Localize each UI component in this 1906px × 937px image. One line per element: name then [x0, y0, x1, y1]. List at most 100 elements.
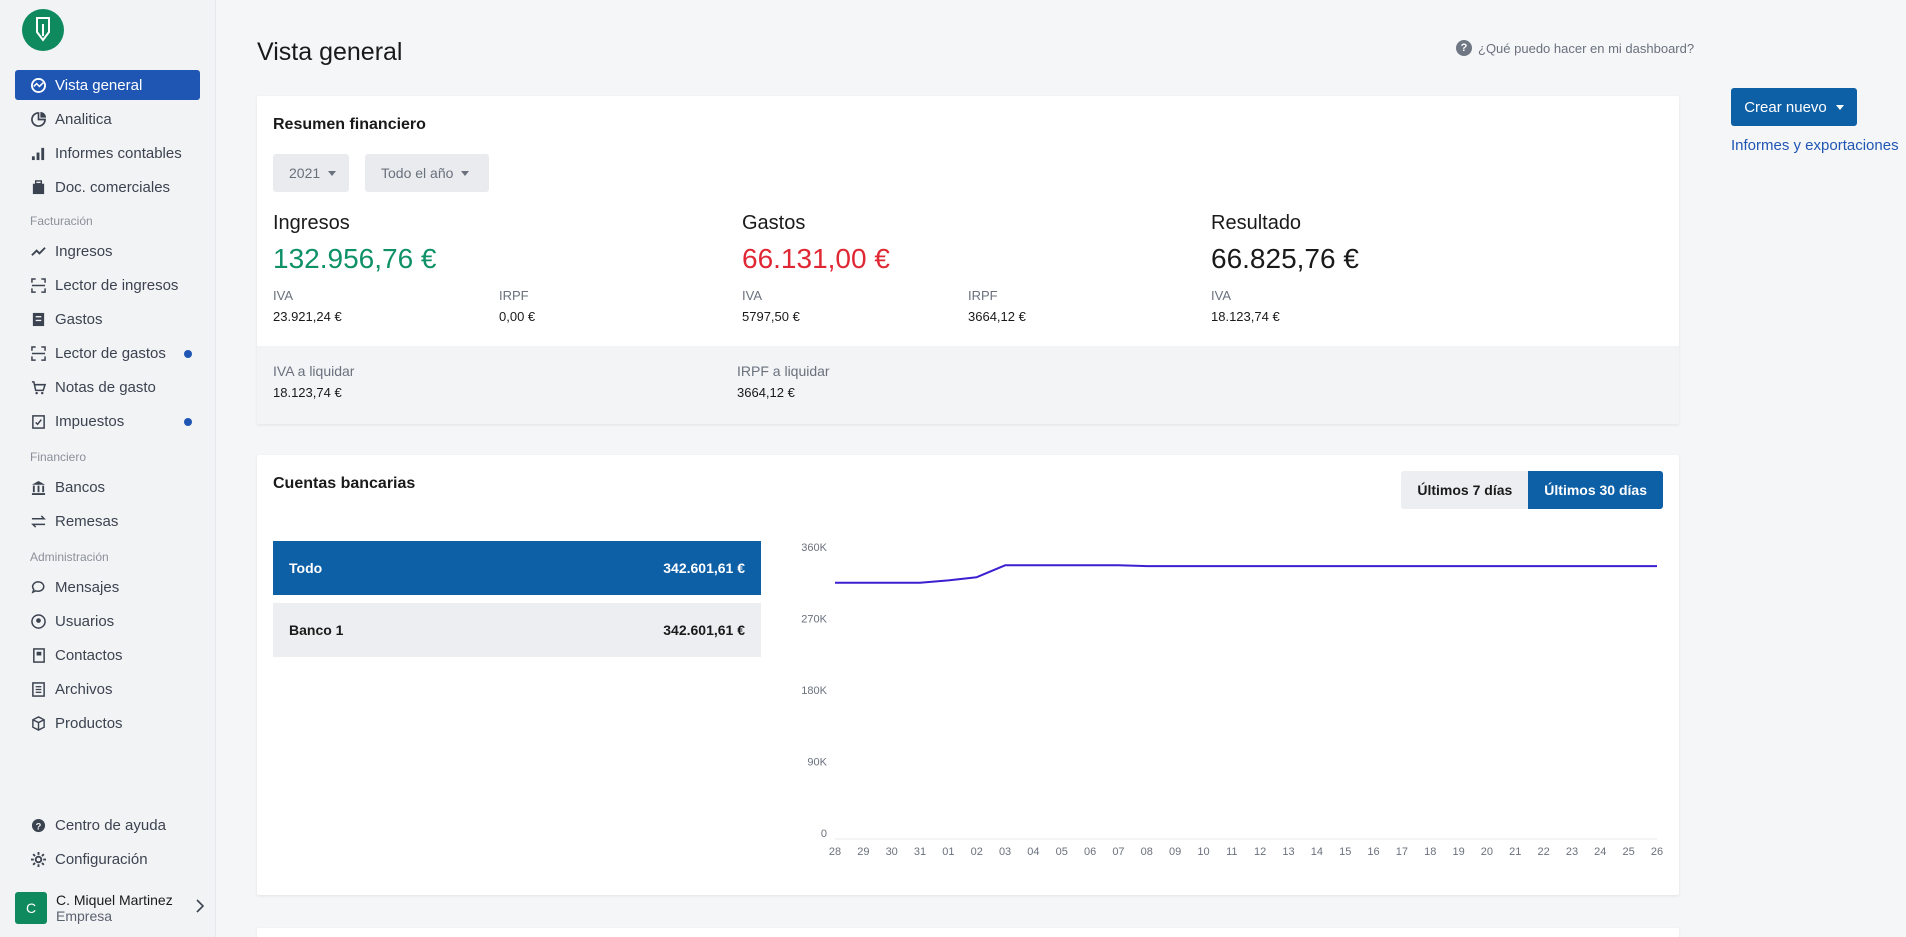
x-tick-label: 08	[1141, 846, 1153, 858]
sidebar-item-remesas[interactable]: Remesas	[15, 506, 200, 536]
sidebar-item-label: Analitica	[55, 110, 112, 128]
resultado-block: Resultado 66.825,76 €	[1211, 212, 1359, 275]
resultado-iva: IVA 18.123,74 €	[1211, 288, 1280, 324]
sidebar-item-vista-general[interactable]: Vista general	[15, 70, 200, 100]
tab-last-30-days[interactable]: Últimos 30 días	[1528, 471, 1663, 509]
x-tick-label: 17	[1396, 846, 1408, 858]
iva-liquidar: IVA a liquidar 18.123,74 €	[273, 363, 354, 400]
x-tick-label: 21	[1509, 846, 1521, 858]
x-tick-label: 29	[857, 846, 869, 858]
help-icon: ?	[30, 817, 46, 833]
sidebar-item-analitica[interactable]: Analitica	[15, 104, 200, 134]
y-tick-label: 360K	[801, 542, 827, 554]
briefcase-icon	[30, 179, 46, 195]
period-select[interactable]: Todo el año	[365, 154, 489, 192]
x-tick-label: 19	[1452, 846, 1464, 858]
account-amount: 342.601,61 €	[663, 560, 745, 576]
sidebar-item-centro-ayuda[interactable]: ? Centro de ayuda	[15, 810, 200, 840]
bar-chart-icon	[30, 145, 46, 161]
card-title: Resumen financiero	[273, 116, 426, 133]
irpf-value: 0,00 €	[499, 309, 536, 324]
tab-last-7-days[interactable]: Últimos 7 días	[1401, 471, 1529, 509]
notification-dot	[184, 350, 192, 358]
svg-text:?: ?	[35, 821, 41, 831]
caret-down-icon	[461, 170, 470, 176]
sidebar-item-ingresos[interactable]: Ingresos	[15, 236, 200, 266]
user-profile[interactable]: C C. Miquel Martinez Empresa	[15, 888, 205, 928]
question-icon: ?	[1456, 40, 1472, 56]
x-tick-label: 25	[1623, 846, 1635, 858]
notification-dot	[184, 418, 192, 426]
liquidation-band: IVA a liquidar 18.123,74 € IRPF a liquid…	[257, 346, 1679, 424]
sidebar-item-impuestos[interactable]: Impuestos	[15, 406, 200, 436]
irpf-liquidar: IRPF a liquidar 3664,12 €	[737, 363, 830, 400]
x-tick-label: 06	[1084, 846, 1096, 858]
gastos-value: 66.131,00 €	[742, 243, 890, 274]
sidebar-item-gastos[interactable]: Gastos	[15, 304, 200, 334]
sidebar-item-configuracion[interactable]: Configuración	[15, 844, 200, 874]
ingresos-block: Ingresos 132.956,76 €	[273, 212, 437, 275]
y-tick-label: 270K	[801, 614, 827, 626]
account-row[interactable]: Banco 1 342.601,61 €	[273, 603, 761, 657]
x-tick-label: 18	[1424, 846, 1436, 858]
bank-accounts-card: Cuentas bancarias Últimos 7 días Últimos…	[257, 455, 1679, 895]
x-tick-label: 05	[1056, 846, 1068, 858]
section-facturacion: Facturación	[30, 214, 93, 228]
create-new-button[interactable]: Crear nuevo	[1731, 88, 1857, 126]
dashboard-icon	[30, 77, 46, 93]
iva-value: 23.921,24 €	[273, 309, 342, 324]
user-name: C. Miquel Martinez	[56, 892, 173, 908]
sidebar-item-mensajes[interactable]: Mensajes	[15, 572, 200, 602]
sidebar-item-productos[interactable]: Productos	[15, 708, 200, 738]
sidebar-item-label: Vista general	[55, 76, 143, 94]
year-select[interactable]: 2021	[273, 154, 349, 192]
sidebar-item-lector-ingresos[interactable]: Lector de ingresos	[15, 270, 200, 300]
x-tick-label: 26	[1651, 846, 1663, 858]
iva-liquidar-label: IVA a liquidar	[273, 363, 355, 379]
sidebar-item-label: Configuración	[55, 850, 148, 868]
x-tick-label: 28	[829, 846, 841, 858]
sidebar-item-label: Mensajes	[55, 578, 120, 596]
cart-icon	[30, 379, 46, 395]
scan-icon	[30, 345, 46, 361]
irpf-label: IRPF	[968, 288, 998, 303]
sidebar-item-label: Remesas	[55, 512, 119, 530]
sidebar-item-usuarios[interactable]: Usuarios	[15, 606, 200, 636]
iva-value: 5797,50 €	[742, 309, 800, 324]
chevron-right-icon	[195, 898, 205, 919]
sidebar-item-contactos[interactable]: Contactos	[15, 640, 200, 670]
section-financiero: Financiero	[30, 450, 87, 464]
sidebar-item-lector-gastos[interactable]: Lector de gastos	[15, 338, 200, 368]
sidebar-item-bancos[interactable]: Bancos	[15, 472, 200, 502]
next-card	[257, 928, 1679, 937]
x-tick-label: 31	[914, 846, 926, 858]
iva-label: IVA	[742, 288, 762, 303]
year-select-value: 2021	[289, 165, 321, 181]
gear-icon	[30, 851, 46, 867]
sidebar-item-label: Bancos	[55, 478, 106, 496]
scan-icon	[30, 277, 46, 293]
dashboard-help-link[interactable]: ? ¿Qué puedo hacer en mi dashboard?	[1456, 40, 1694, 56]
iva-label: IVA	[1211, 288, 1231, 303]
balance-line-chart: 0 90K 180K 270K 360K 28 29 30 31 01 02 03 04 05 06 07 08…	[801, 542, 1663, 858]
sidebar-item-label: Informes contables	[55, 144, 182, 162]
x-tick-label: 09	[1169, 846, 1181, 858]
x-tick-label: 07	[1112, 846, 1124, 858]
account-row[interactable]: Todo 342.601,61 €	[273, 541, 761, 595]
resultado-value: 66.825,76 €	[1211, 243, 1359, 274]
sidebar-item-doc-comerciales[interactable]: Doc. comerciales	[15, 172, 200, 202]
sidebar-item-informes-contables[interactable]: Informes contables	[15, 138, 200, 168]
sidebar-item-archivos[interactable]: Archivos	[15, 674, 200, 704]
gastos-irpf: IRPF 3664,12 €	[968, 288, 1026, 324]
x-tick-label: 13	[1282, 846, 1294, 858]
app-logo[interactable]	[22, 9, 64, 51]
gastos-iva: IVA 5797,50 €	[742, 288, 800, 324]
sidebar-item-notas-gasto[interactable]: Notas de gasto	[15, 372, 200, 402]
section-administracion: Administración	[30, 550, 109, 564]
iva-value: 18.123,74 €	[1211, 309, 1280, 324]
x-tick-label: 01	[942, 846, 954, 858]
ingresos-irpf: IRPF 0,00 €	[499, 288, 535, 324]
avatar: C	[15, 892, 47, 924]
x-tick-label: 12	[1254, 846, 1266, 858]
reports-exports-link[interactable]: Informes y exportaciones	[1731, 137, 1899, 154]
